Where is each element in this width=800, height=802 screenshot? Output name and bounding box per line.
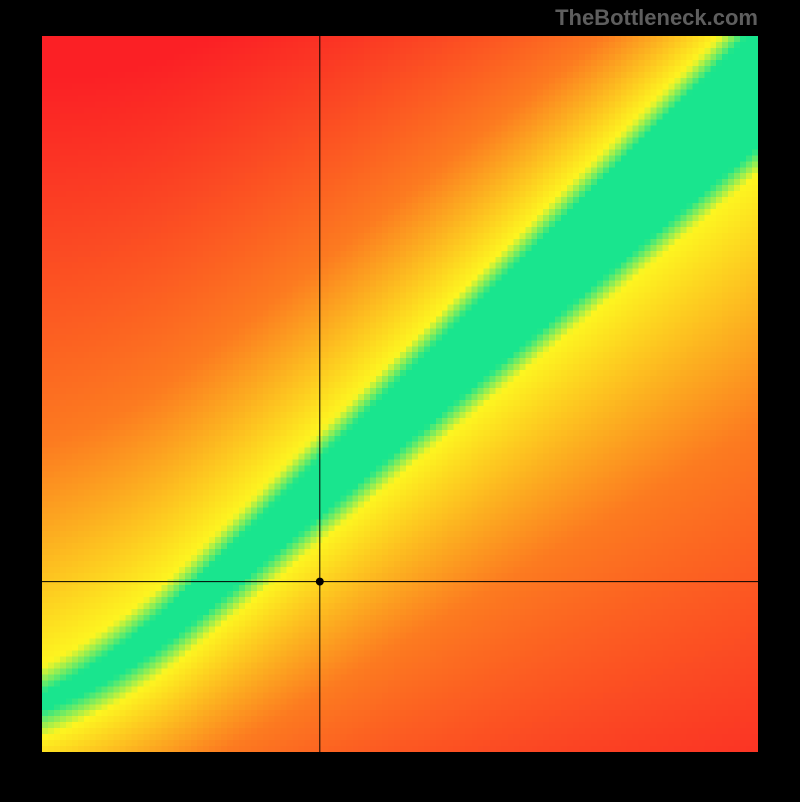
heatmap-canvas — [42, 36, 758, 752]
attribution-text: TheBottleneck.com — [555, 5, 758, 30]
plot-container — [0, 28, 800, 802]
bottleneck-heatmap — [42, 36, 758, 752]
